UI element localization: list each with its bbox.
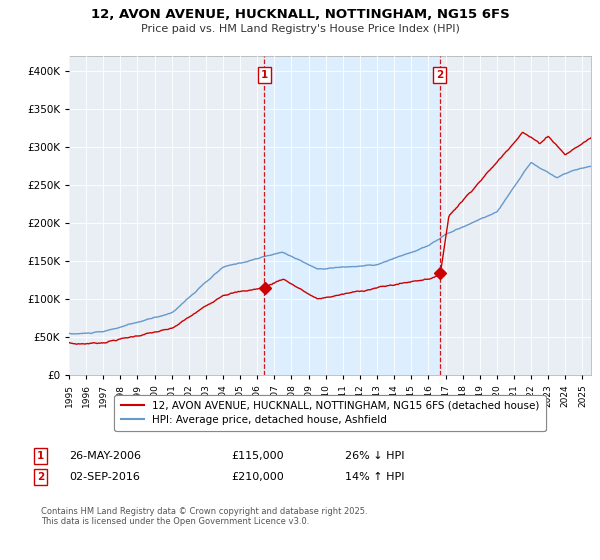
Text: Price paid vs. HM Land Registry's House Price Index (HPI): Price paid vs. HM Land Registry's House …: [140, 24, 460, 34]
Text: £210,000: £210,000: [231, 472, 284, 482]
Text: 12, AVON AVENUE, HUCKNALL, NOTTINGHAM, NG15 6FS: 12, AVON AVENUE, HUCKNALL, NOTTINGHAM, N…: [91, 8, 509, 21]
Text: 14% ↑ HPI: 14% ↑ HPI: [345, 472, 404, 482]
Text: 2: 2: [436, 70, 443, 80]
Text: Contains HM Land Registry data © Crown copyright and database right 2025.
This d: Contains HM Land Registry data © Crown c…: [41, 507, 367, 526]
Text: 1: 1: [260, 70, 268, 80]
Text: 1: 1: [37, 451, 44, 461]
Text: 02-SEP-2016: 02-SEP-2016: [69, 472, 140, 482]
Text: 26-MAY-2006: 26-MAY-2006: [69, 451, 141, 461]
Text: £115,000: £115,000: [231, 451, 284, 461]
Text: 26% ↓ HPI: 26% ↓ HPI: [345, 451, 404, 461]
Bar: [264, 56, 440, 375]
Legend: 12, AVON AVENUE, HUCKNALL, NOTTINGHAM, NG15 6FS (detached house), HPI: Average p: 12, AVON AVENUE, HUCKNALL, NOTTINGHAM, N…: [115, 395, 545, 431]
Text: 2: 2: [37, 472, 44, 482]
